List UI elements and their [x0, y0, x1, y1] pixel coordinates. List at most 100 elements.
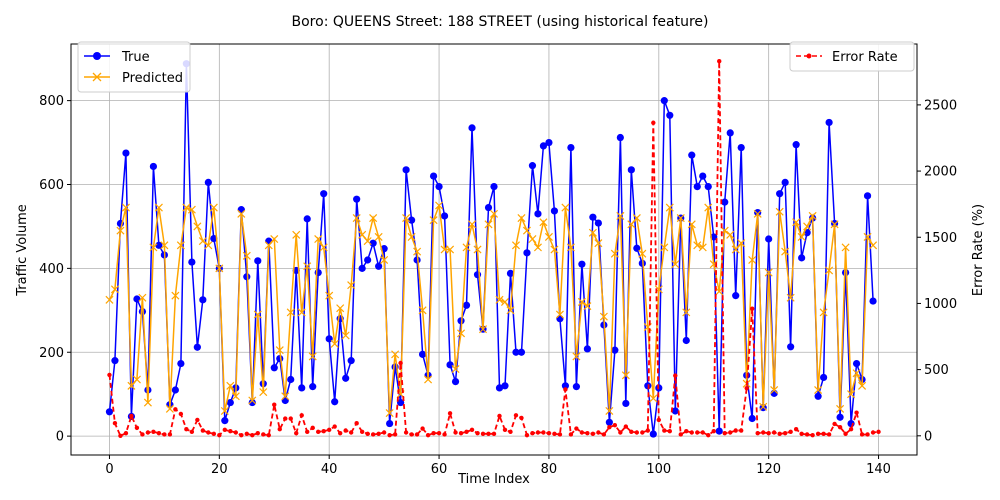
series-error-point: [222, 427, 228, 433]
y-tick-label-left: 800: [39, 94, 64, 109]
y-tick-label-right: 1000: [924, 297, 957, 312]
series-true: [105, 60, 877, 438]
series-predicted-point: [495, 295, 504, 304]
series-true-point: [254, 257, 262, 265]
series-error-point: [640, 430, 645, 435]
series-error-point: [876, 429, 881, 435]
y-tick-label-right: 2000: [924, 165, 957, 180]
series-true-point: [226, 398, 234, 407]
series-true-point: [748, 414, 756, 423]
series-error-point: [233, 430, 239, 435]
series-error-point: [283, 416, 288, 421]
series-predicted-point: [424, 375, 433, 384]
series-error-point: [722, 430, 727, 436]
series-error-point: [425, 432, 431, 438]
series-true-point: [369, 239, 377, 247]
series-predicted-point: [605, 406, 614, 415]
series-error-point: [178, 411, 184, 417]
series-error-point: [546, 430, 552, 436]
series-error-point: [601, 432, 607, 437]
series-predicted-point: [413, 247, 422, 256]
series-error-point: [107, 372, 112, 378]
series-true-point: [199, 296, 207, 304]
series-true-point: [578, 260, 586, 268]
series-predicted-point: [149, 243, 158, 252]
legend-true-label: True: [121, 50, 150, 65]
series-error-point: [760, 430, 766, 435]
series-predicted-point: [478, 325, 488, 334]
series-predicted-point: [292, 230, 301, 239]
series-true-point: [495, 384, 504, 392]
series-true-point: [204, 178, 212, 186]
series-predicted-point: [165, 404, 174, 413]
series-error-point: [656, 417, 662, 423]
series-predicted-point: [687, 220, 696, 229]
series-error-point: [782, 430, 788, 436]
series-predicted-point: [341, 331, 350, 340]
series-error-point: [272, 402, 277, 407]
series-true-point: [721, 198, 729, 206]
series-predicted-point: [220, 406, 229, 415]
series-error-point: [255, 430, 260, 436]
x-tick-label: 40: [321, 462, 338, 477]
series-true-point: [270, 364, 278, 372]
series-true-point: [792, 141, 800, 149]
series-predicted-point: [385, 409, 394, 418]
series-error-point: [695, 430, 700, 435]
series-predicted-point: [352, 214, 361, 223]
series-predicted-point: [814, 385, 823, 395]
series-predicted-point: [259, 388, 268, 397]
series-true-point: [836, 413, 844, 421]
series-error-point: [184, 426, 189, 432]
series-predicted-point: [187, 205, 196, 214]
series-true-point: [397, 398, 405, 407]
series-error-point: [431, 430, 436, 436]
series-predicted-point: [231, 392, 240, 401]
series-error-point: [733, 428, 738, 433]
series-true-point: [688, 151, 696, 159]
series-predicted-point: [446, 245, 455, 254]
series-predicted-point: [610, 249, 619, 258]
series-error-point: [826, 432, 832, 437]
series-true-point: [386, 419, 394, 428]
series-true-point: [303, 215, 311, 223]
series-error-point: [112, 421, 118, 426]
series-predicted-point: [819, 308, 828, 317]
series-error-point: [398, 360, 403, 366]
series-true-point: [375, 262, 383, 270]
y-tick-label-right: 0: [924, 429, 932, 444]
series-error-point: [590, 431, 596, 437]
series-error-point: [530, 430, 535, 436]
series-predicted-point: [715, 287, 724, 296]
series-error-point: [480, 431, 486, 437]
series-error-point: [420, 426, 425, 431]
series-error-point: [206, 430, 211, 435]
series-error-point: [793, 426, 799, 432]
series-error-point: [156, 430, 162, 436]
series-error-point: [359, 429, 365, 435]
series-true-point: [737, 143, 745, 152]
series-error-point: [749, 306, 755, 311]
series-true-point: [726, 129, 734, 137]
series-predicted-point: [325, 291, 334, 300]
series-predicted-point: [193, 222, 202, 231]
series-error-point: [662, 428, 667, 433]
series-true-point: [781, 178, 789, 186]
series-error-point: [766, 430, 771, 436]
x-tick-label: 100: [646, 462, 671, 477]
series-error-point: [711, 428, 716, 434]
series-true-point: [561, 382, 570, 390]
series-true-point: [611, 346, 619, 354]
series-error-point: [848, 426, 854, 432]
series-error-point: [574, 426, 579, 431]
series-error-point: [508, 429, 513, 435]
series-true-point: [193, 343, 201, 351]
series-predicted-point: [380, 255, 389, 265]
series-error-point: [475, 430, 480, 436]
series-error-point: [239, 432, 244, 438]
series-predicted-point: [786, 293, 795, 302]
series-error-point: [326, 427, 332, 433]
series-predicted-point: [748, 255, 757, 265]
series-true-point: [501, 382, 509, 390]
